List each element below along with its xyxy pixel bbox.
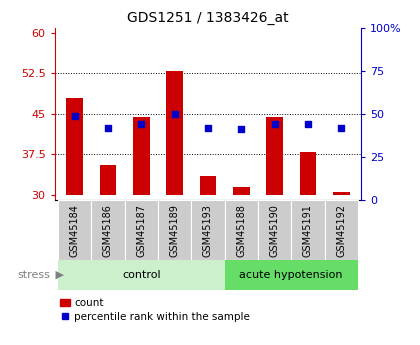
Point	[138, 121, 144, 127]
Bar	[266, 117, 283, 195]
Bar	[166, 71, 183, 195]
Text: GSM45187: GSM45187	[136, 204, 146, 257]
Point	[271, 121, 278, 127]
Bar	[158, 200, 191, 260]
Bar	[299, 151, 316, 195]
Bar	[125, 200, 158, 260]
Text: GSM45188: GSM45188	[236, 204, 246, 257]
Text: GSM45184: GSM45184	[70, 204, 80, 257]
Text: control: control	[122, 270, 160, 280]
Bar	[91, 200, 125, 260]
Point	[105, 125, 111, 130]
Legend: count, percentile rank within the sample: count, percentile rank within the sample	[60, 298, 250, 322]
Bar	[333, 192, 349, 195]
Bar	[291, 200, 325, 260]
Text: ▶: ▶	[52, 270, 65, 280]
Bar	[200, 176, 216, 195]
Text: GSM45189: GSM45189	[170, 204, 180, 257]
Point	[171, 111, 178, 117]
Bar	[58, 200, 91, 260]
Bar	[225, 260, 358, 290]
Text: GSM45192: GSM45192	[336, 204, 346, 257]
Text: GSM45190: GSM45190	[270, 204, 280, 257]
Text: GSM45186: GSM45186	[103, 204, 113, 257]
Text: stress: stress	[18, 270, 50, 280]
Bar	[58, 260, 225, 290]
Bar	[191, 200, 225, 260]
Text: GSM45191: GSM45191	[303, 204, 313, 257]
Bar	[233, 187, 249, 195]
Point	[304, 121, 311, 127]
Bar	[66, 98, 83, 195]
Point	[338, 125, 344, 130]
Text: acute hypotension: acute hypotension	[239, 270, 343, 280]
Bar	[325, 200, 358, 260]
Bar	[258, 200, 291, 260]
Text: GSM45193: GSM45193	[203, 204, 213, 257]
Point	[71, 113, 78, 118]
Point	[205, 125, 211, 130]
Bar	[100, 165, 116, 195]
Bar	[225, 200, 258, 260]
Bar	[133, 117, 150, 195]
Title: GDS1251 / 1383426_at: GDS1251 / 1383426_at	[127, 11, 289, 25]
Point	[238, 127, 244, 132]
